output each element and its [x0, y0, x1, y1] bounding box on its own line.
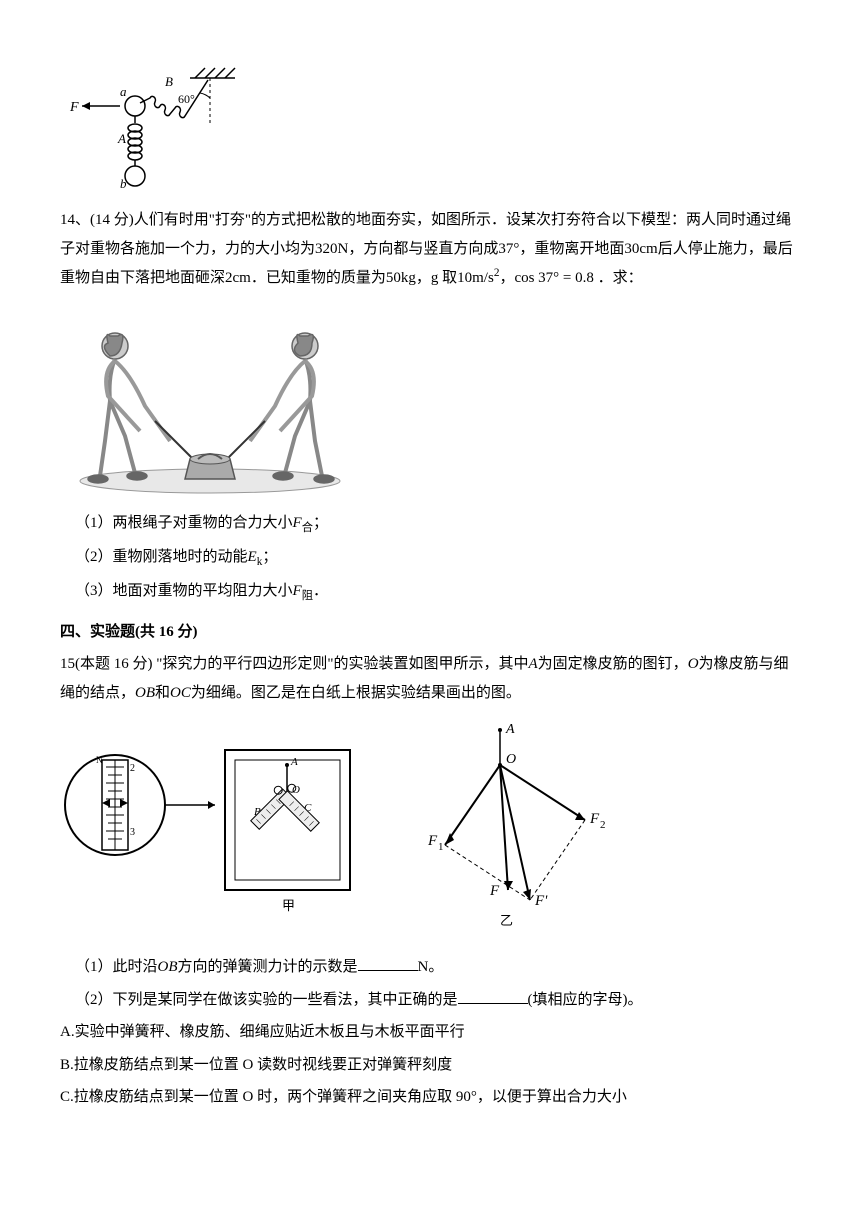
q14-t3: ，重物离开地面 — [519, 241, 624, 257]
q15-sub1: （1）此时沿OB方向的弹簧测力计的示数是 N。 — [60, 953, 800, 982]
q14-sub2-sub: k — [257, 556, 263, 568]
q15-figure: 2 3 N A O B C — [60, 715, 800, 945]
q15-optB: B.拉橡皮筋结点到某一位置 O 读数时视线要正对弹簧秤刻度 — [60, 1051, 800, 1080]
q14-sub3: （3）地面对重物的平均阻力大小F阻． — [60, 577, 800, 607]
svg-text:F: F — [489, 883, 500, 899]
q14-sub1-var: F — [293, 515, 302, 531]
q14-text: 14、(14 分)人们有时用"打夯"的方式把松散的地面夯实，如图所示．设某次打夯… — [60, 206, 800, 293]
q14-force: 320N — [315, 241, 348, 257]
fig15-caption2: 乙 — [500, 913, 513, 928]
section4-header: 四、实验题(共 16 分) — [60, 618, 800, 647]
q15-sub2-hint: (填相应的字母)。 — [528, 992, 643, 1008]
q15-OC: OC — [170, 685, 191, 701]
q14-t5: ．已知重物的质量为 — [251, 270, 386, 286]
q14-number: 14、 — [60, 212, 90, 228]
svg-text:F: F — [427, 833, 438, 849]
q15-t4: 为细绳。图乙是在白纸上根据实验结果画出的图。 — [191, 685, 521, 701]
q15-number: 15(本题 16 分) — [60, 656, 153, 672]
q14-sub2-var: E — [248, 549, 257, 565]
q14-t2: ，方向都与竖直方向成 — [348, 241, 498, 257]
q14-sub1-sub: 合 — [302, 522, 313, 534]
label-B: B — [165, 74, 173, 89]
q14-sub3-var: F — [293, 583, 302, 599]
q15-A: A — [529, 656, 538, 672]
svg-text:A: A — [290, 756, 298, 768]
svg-text:F: F — [589, 811, 600, 827]
q15-sub1-ob: OB — [158, 959, 178, 975]
q15-t2: 为固定橡皮筋的图钉， — [538, 656, 688, 672]
q15-text: 15(本题 16 分) "探究力的平行四边形定则"的实验装置如图甲所示，其中A为… — [60, 650, 800, 707]
q14-cos: ，cos 37° = 0.8 ．求： — [499, 270, 642, 286]
q15-sub1-a: （1）此时沿 — [75, 959, 158, 975]
q14-dist1: 30cm — [624, 241, 657, 257]
label-A: A — [117, 131, 126, 146]
q15-sub2-text: （2）下列是某同学在做该实验的一些看法，其中正确的是 — [75, 992, 458, 1008]
svg-text:F': F' — [534, 893, 548, 909]
q14-sub2-text: （2）重物刚落地时的动能 — [75, 549, 248, 565]
q15-OB: OB — [135, 685, 155, 701]
q15-sub1-unit: N。 — [418, 959, 444, 975]
q14-figure — [60, 301, 800, 501]
q14-g: 10m/s — [457, 270, 494, 286]
svg-text:A: A — [505, 722, 515, 737]
q14-sub3-sub: 阻 — [302, 590, 313, 602]
q15-optC: C.拉橡皮筋结点到某一位置 O 时，两个弹簧秤之间夹角应取 90°，以便于算出合… — [60, 1083, 800, 1112]
q15-and: 和 — [155, 685, 170, 701]
svg-text:1: 1 — [438, 841, 444, 853]
q15-O: O — [688, 656, 699, 672]
label-angle: 60° — [178, 92, 195, 106]
svg-text:2: 2 — [130, 763, 135, 774]
q15-t1: "探究力的平行四边形定则"的实验装置如图甲所示，其中 — [156, 656, 528, 672]
svg-text:O: O — [506, 752, 516, 767]
svg-text:2: 2 — [600, 819, 606, 831]
fig15-caption1: 甲 — [282, 898, 295, 913]
label-a: a — [120, 84, 127, 99]
q14-sub2: （2）重物刚落地时的动能Ek； — [60, 543, 800, 573]
q15-optA: A.实验中弹簧秤、橡皮筋、细绳应贴近木板且与木板平面平行 — [60, 1018, 800, 1047]
q13-figure: F a b A B 60° — [60, 48, 800, 198]
q14-dist2: 2cm — [225, 270, 251, 286]
svg-text:N: N — [96, 755, 103, 765]
label-F: F — [69, 100, 79, 115]
label-b: b — [120, 176, 127, 191]
q14-angle: 37° — [498, 241, 519, 257]
svg-text:3: 3 — [130, 827, 135, 838]
q14-mass: 50kg — [386, 270, 416, 286]
q15-sub2: （2）下列是某同学在做该实验的一些看法，其中正确的是 (填相应的字母)。 — [60, 986, 800, 1015]
q14-sub1-text: （1）两根绳子对重物的合力大小 — [75, 515, 293, 531]
q14-sub3-text: （3）地面对重物的平均阻力大小 — [75, 583, 293, 599]
q15-sub1-b: 方向的弹簧测力计的示数是 — [178, 959, 358, 975]
q14-t6: ，g 取 — [416, 270, 457, 286]
q14-score: (14 分) — [90, 212, 134, 228]
q15-blank2 — [458, 988, 528, 1004]
q14-sub1: （1）两根绳子对重物的合力大小F合； — [60, 509, 800, 539]
svg-text:O: O — [292, 784, 300, 796]
q15-blank1 — [358, 955, 418, 971]
